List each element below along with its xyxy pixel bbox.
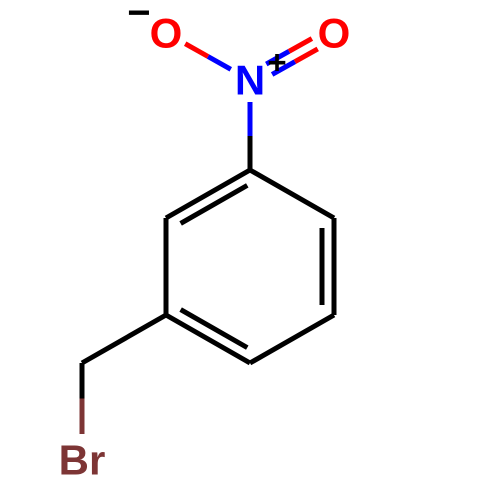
atom-n: N xyxy=(235,57,265,104)
svg-text:N: N xyxy=(235,57,265,104)
atom-br: Br xyxy=(59,437,106,484)
svg-text:O: O xyxy=(150,10,183,57)
svg-text:+: + xyxy=(267,44,286,81)
svg-text:Br: Br xyxy=(59,437,106,484)
molecule-diagram: Br N O O + − xyxy=(0,0,500,500)
svg-text:−: − xyxy=(127,0,150,35)
atom-o2: O xyxy=(318,10,351,57)
svg-text:O: O xyxy=(318,10,351,57)
atom-o1: O xyxy=(150,10,183,57)
